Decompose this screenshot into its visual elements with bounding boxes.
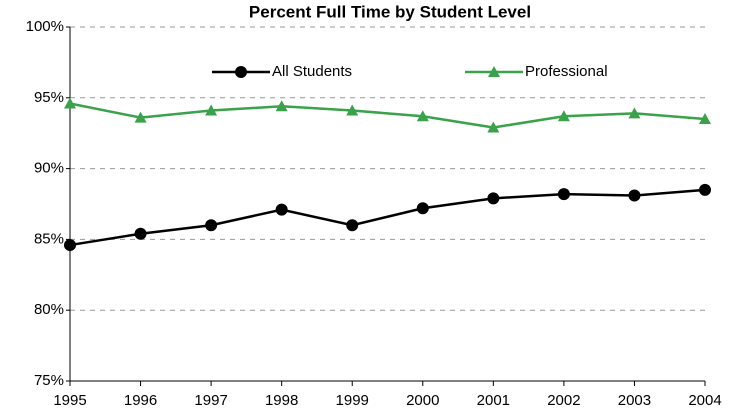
marker xyxy=(487,121,500,133)
marker xyxy=(235,66,247,78)
y-tick-label: 75% xyxy=(34,372,64,389)
legend-label: Professional xyxy=(525,63,608,80)
y-tick-label: 90% xyxy=(34,160,64,177)
marker xyxy=(557,110,570,122)
y-tick-label: 85% xyxy=(34,230,64,247)
marker xyxy=(134,227,147,240)
marker xyxy=(699,183,711,196)
x-tick-label: 2003 xyxy=(618,392,651,409)
x-tick-label: 1996 xyxy=(124,392,157,409)
marker xyxy=(699,113,711,125)
marker xyxy=(346,104,359,116)
marker xyxy=(416,110,429,122)
chart-title: Percent Full Time by Student Level xyxy=(249,2,531,21)
x-tick-label: 1998 xyxy=(265,392,298,409)
marker xyxy=(488,66,500,77)
y-tick-label: 100% xyxy=(26,18,64,35)
x-tick-label: 2004 xyxy=(688,392,721,409)
x-tick-label: 2000 xyxy=(406,392,439,409)
marker xyxy=(628,107,641,119)
marker xyxy=(64,239,76,252)
marker xyxy=(205,104,218,116)
marker xyxy=(557,188,570,201)
x-tick-label: 1997 xyxy=(194,392,227,409)
x-tick-label: 2002 xyxy=(547,392,580,409)
marker xyxy=(487,192,500,205)
legend-label: All Students xyxy=(272,63,352,80)
marker xyxy=(346,219,359,232)
marker xyxy=(205,219,218,232)
series-line xyxy=(69,102,706,129)
y-tick-label: 95% xyxy=(34,89,64,106)
y-tick-label: 80% xyxy=(34,301,64,318)
marker xyxy=(134,111,147,123)
marker xyxy=(416,202,429,215)
marker xyxy=(64,97,76,109)
x-tick-label: 1995 xyxy=(53,392,86,409)
x-tick-label: 2001 xyxy=(477,392,510,409)
marker xyxy=(275,100,288,112)
x-tick-label: 1999 xyxy=(336,392,369,409)
marker xyxy=(628,189,641,202)
series-line xyxy=(69,188,706,247)
marker xyxy=(275,203,288,216)
